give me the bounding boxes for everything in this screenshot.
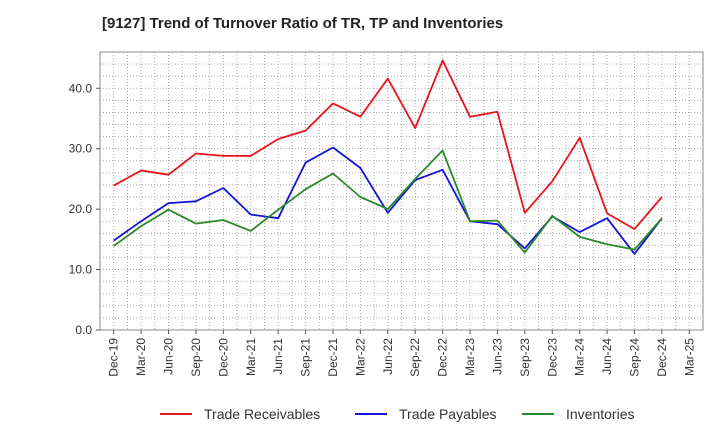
- x-tick-label: Dec-23: [545, 338, 559, 377]
- x-tick-label: Jun-24: [600, 338, 614, 375]
- series-line-trade-receivables: [113, 59, 663, 231]
- y-tick-label: 0.0: [75, 323, 92, 337]
- x-tick-label: Sep-23: [518, 338, 532, 377]
- series-line-inventories: [113, 149, 663, 254]
- y-tick-label: 10.0: [69, 263, 93, 277]
- x-tick-label: Mar-23: [463, 338, 477, 376]
- legend-label-inventories: Inventories: [566, 406, 634, 422]
- series-line-trade-payables: [113, 146, 663, 255]
- x-tick-label: Jun-21: [271, 338, 285, 375]
- x-tick-label: Sep-22: [408, 338, 422, 377]
- x-tick-label: Mar-25: [682, 338, 696, 376]
- x-tick-label: Sep-21: [299, 338, 313, 377]
- x-tick-label: Mar-20: [134, 338, 148, 376]
- y-tick-label: 30.0: [69, 142, 93, 156]
- x-tick-label: Jun-22: [381, 338, 395, 375]
- y-tick-label: 20.0: [69, 202, 93, 216]
- x-tick-label: Jun-23: [490, 338, 504, 375]
- x-tick-label: Sep-24: [627, 338, 641, 377]
- x-tick-label: Mar-22: [353, 338, 367, 376]
- y-tick-label: 40.0: [69, 81, 93, 95]
- chart-title: [9127] Trend of Turnover Ratio of TR, TP…: [102, 15, 504, 32]
- x-tick-label: Dec-21: [326, 338, 340, 377]
- x-tick-label: Mar-21: [244, 338, 258, 376]
- x-tick-label: Dec-20: [216, 338, 230, 377]
- x-tick-label: Dec-19: [107, 338, 121, 377]
- x-tick-label: Dec-24: [655, 338, 669, 377]
- legend-label-trade-payables: Trade Payables: [399, 406, 497, 422]
- x-tick-label: Sep-20: [189, 338, 203, 377]
- x-tick-label: Mar-24: [573, 338, 587, 376]
- x-tick-label: Dec-22: [436, 338, 450, 377]
- x-tick-label: Jun-20: [162, 338, 176, 375]
- legend-label-trade-receivables: Trade Receivables: [204, 406, 320, 422]
